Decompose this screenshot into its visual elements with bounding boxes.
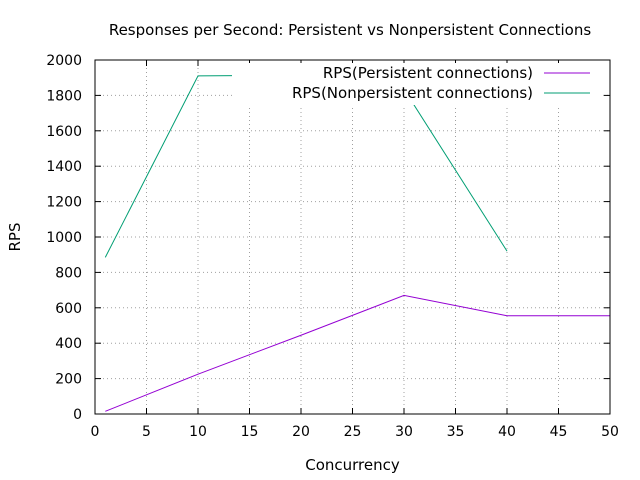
legend-background (232, 63, 600, 105)
axis-ticks: 0 5 10 15 20 25 30 35 40 45 50 0 200 400 600 800 1000 120… (46, 53, 619, 440)
y-axis-title: RPS (6, 223, 24, 252)
chart-title: Responses per Second: Persistent vs Nonp… (109, 21, 592, 39)
y-tick-label: 1400 (46, 159, 82, 175)
legend: RPS(Persistent connections) RPS(Nonpersis… (232, 63, 600, 105)
legend-label-1: RPS(Persistent connections) (323, 64, 533, 82)
x-tick-label: 0 (91, 424, 100, 440)
x-tick-label: 45 (550, 424, 568, 440)
y-tick-label: 600 (55, 301, 82, 317)
y-tick-label: 200 (55, 372, 82, 388)
series-line-1 (105, 294, 610, 412)
grid (95, 60, 610, 414)
x-tick-label: 5 (142, 424, 151, 440)
legend-label-2: RPS(Nonpersistent connections) (292, 84, 533, 102)
y-tick-label: 1600 (46, 124, 82, 140)
x-tick-label: 25 (344, 424, 362, 440)
y-tick-label: 1200 (46, 195, 82, 211)
y-tick-label: 0 (73, 407, 82, 423)
x-tick-label: 40 (498, 424, 516, 440)
x-tick-label: 10 (189, 424, 207, 440)
x-tick-label: 35 (447, 424, 465, 440)
y-tick-label: 1800 (46, 88, 82, 104)
x-axis-title: Concurrency (305, 456, 400, 474)
y-tick-label: 800 (55, 265, 82, 281)
series-layer (104, 74, 610, 412)
y-tick-label: 2000 (46, 53, 82, 69)
y-tick-label: 400 (55, 336, 82, 352)
x-tick-label: 15 (241, 424, 259, 440)
x-tick-label: 50 (601, 424, 619, 440)
x-tick-label: 20 (292, 424, 310, 440)
y-tick-label: 1000 (46, 230, 82, 246)
x-tick-label: 30 (395, 424, 413, 440)
